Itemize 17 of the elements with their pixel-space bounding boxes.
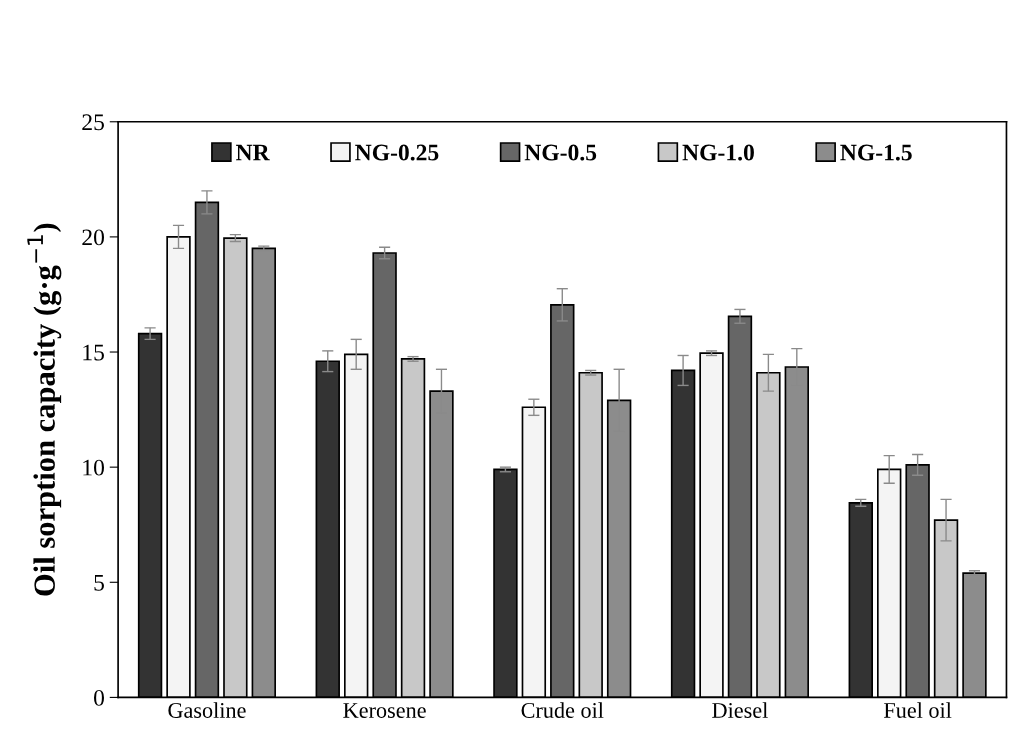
x-tick-label: Fuel oil (884, 702, 952, 718)
legend-label: NG-1.0 (682, 144, 754, 161)
y-tick-label: 25 (82, 114, 104, 131)
y-tick-label: 15 (83, 344, 104, 361)
legend-label: NR (236, 144, 270, 161)
y-tick-label: 5 (94, 575, 104, 591)
x-tick-label: Gasoline (168, 702, 246, 718)
y-tick-label: 20 (82, 229, 105, 246)
x-tick-label: Crude oil (521, 702, 604, 718)
y-tick-label: 10 (83, 459, 105, 476)
legend-label: NG-0.25 (355, 144, 439, 161)
x-tick-label: Kerosene (343, 703, 426, 718)
legend-label: NG-0.5 (524, 144, 597, 161)
y-axis-title: Oil sorption capacity (g·g$^{−1}$) (27, 223, 62, 596)
legend-label: NG-1.5 (840, 144, 912, 161)
y-tick-label: 0 (94, 689, 105, 706)
x-tick-label: Diesel (712, 702, 768, 718)
